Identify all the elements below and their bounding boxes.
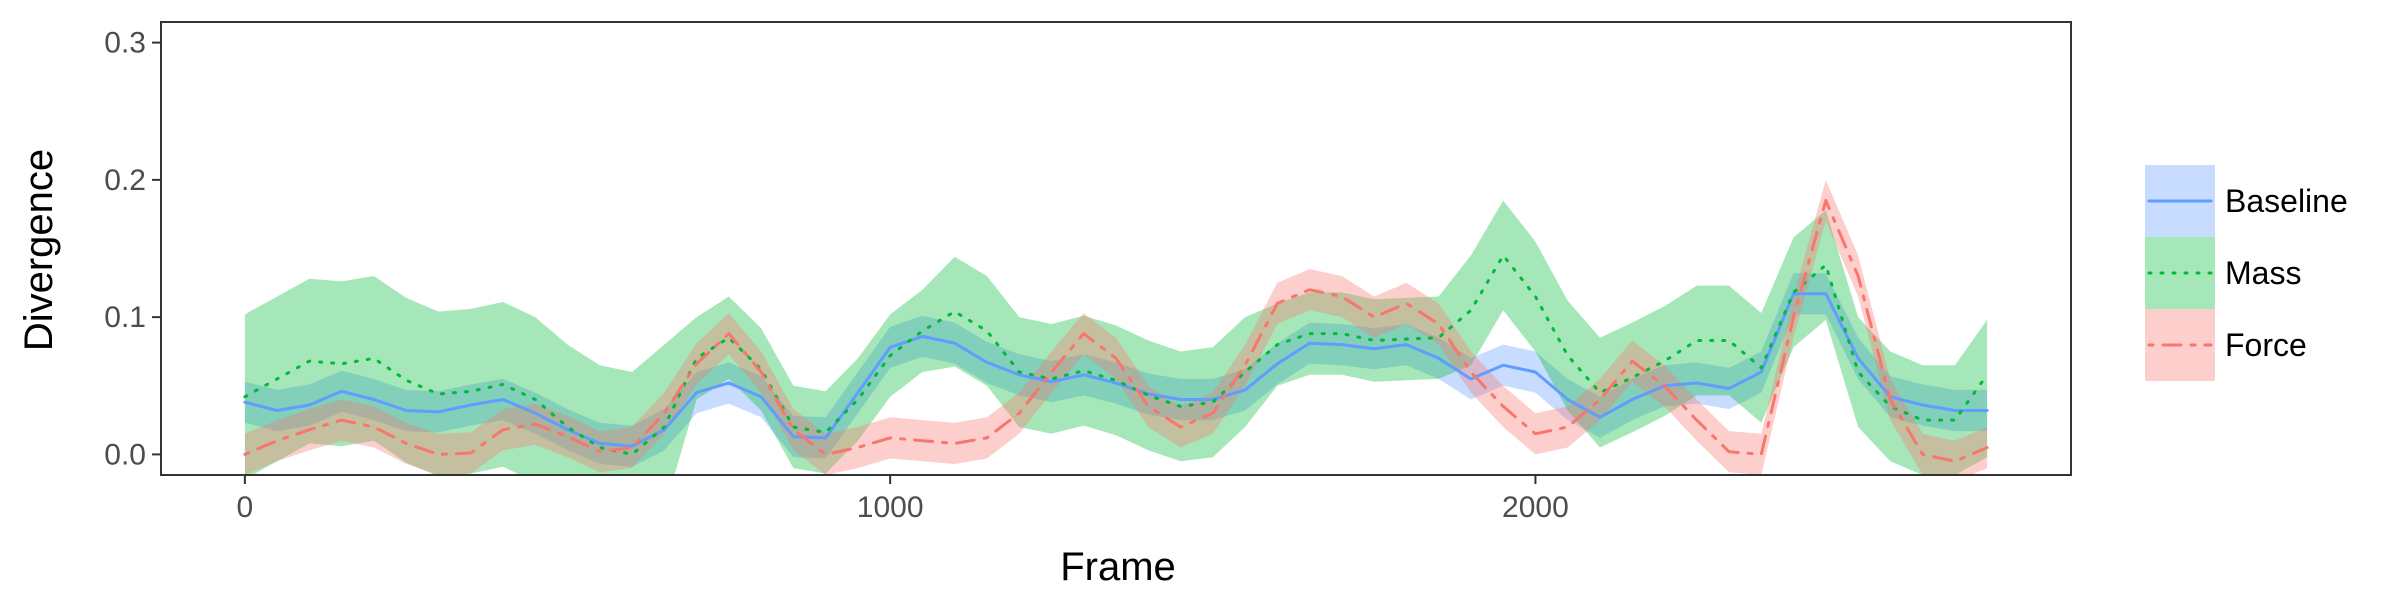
legend-item-mass: Mass (2145, 237, 2301, 309)
y-tick-label: 0.1 (104, 301, 146, 334)
x-axis-title: Frame (1060, 545, 1176, 589)
legend-label: Force (2225, 327, 2307, 363)
plot-panel-border (160, 21, 2072, 476)
series-line-force (243, 199, 1989, 463)
y-tick-label: 0.0 (104, 438, 146, 471)
legend-item-baseline: Baseline (2145, 165, 2348, 237)
x-tick-label: 0 (237, 491, 254, 524)
y-axis-title: Divergence (17, 149, 61, 351)
legend-key-fill (2145, 237, 2215, 309)
series-lines (243, 199, 1989, 463)
x-tick-label: 1000 (857, 491, 924, 524)
series-line-mass (243, 253, 1989, 456)
series-line-baseline (243, 292, 1989, 448)
x-axis: 0 1000 2000 (237, 475, 1569, 524)
y-tick-label: 0.2 (104, 164, 146, 197)
confidence-band-baseline (244, 273, 1988, 467)
confidence-band-force (244, 179, 1988, 475)
legend-label: Baseline (2225, 183, 2348, 219)
y-tick-label: 0.3 (104, 27, 146, 60)
legend: Baseline Mass Force (2145, 165, 2348, 381)
legend-item-force: Force (2145, 309, 2307, 381)
confidence-band-mass (244, 200, 1988, 475)
x-tick-label: 2000 (1502, 491, 1569, 524)
confidence-bands (244, 179, 1988, 475)
y-axis: 0.0 0.1 0.2 0.3 (104, 27, 161, 471)
legend-label: Mass (2225, 255, 2301, 291)
